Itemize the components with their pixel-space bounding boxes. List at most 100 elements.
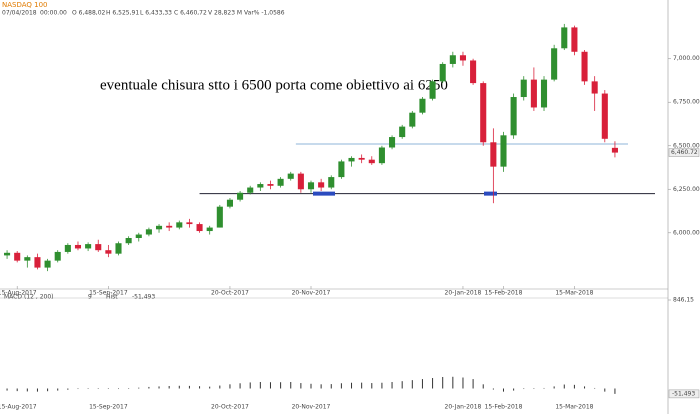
histogram-bar — [371, 383, 373, 389]
candle-body — [520, 79, 527, 98]
candle-body — [328, 177, 335, 188]
candle-body — [135, 234, 142, 239]
histogram-bar — [563, 384, 565, 389]
header-field: H 6,525,91 — [106, 10, 139, 17]
candle-body — [237, 192, 244, 200]
candle-body — [297, 173, 304, 190]
candle-body — [226, 199, 233, 207]
candle-body — [186, 222, 193, 225]
x-tick-label: 20-Nov-2017 — [292, 290, 331, 297]
histogram-bar — [26, 388, 28, 392]
x-tick-label: 20-Oct-2017 — [211, 404, 249, 411]
candle-body — [216, 206, 223, 228]
histogram-bar — [300, 383, 302, 389]
candle-body — [368, 159, 375, 164]
candle-body — [247, 187, 254, 193]
histogram-bar — [381, 382, 383, 389]
candle-body — [54, 251, 61, 261]
histogram-bar — [513, 388, 515, 391]
candle-body — [267, 184, 274, 186]
macd-label: (12 , 200) — [24, 294, 54, 301]
candle-body — [277, 178, 284, 186]
histogram-bar — [107, 388, 109, 389]
histogram-bar — [209, 386, 211, 389]
candle-body — [490, 142, 497, 167]
candle-body — [196, 224, 203, 232]
candle-body — [571, 27, 578, 52]
histogram-bar — [604, 388, 606, 392]
candle-body — [510, 97, 517, 136]
candle-body — [500, 135, 507, 167]
histogram-bar — [533, 388, 535, 389]
candle-body — [166, 225, 173, 228]
candle-body — [378, 147, 385, 164]
x-tick-label: 15-Sep-2017 — [89, 290, 128, 297]
histogram-bar — [67, 388, 69, 390]
candle-body — [470, 60, 477, 84]
last-price-label: 6,460.72 — [671, 149, 698, 156]
histogram-bar — [421, 379, 423, 389]
candle-body — [409, 112, 416, 127]
candle-body — [14, 252, 21, 261]
candle-body — [85, 244, 92, 249]
macd-label: Hist — [106, 294, 118, 301]
histogram-bar — [138, 387, 140, 389]
histogram-bar — [239, 383, 241, 389]
candle-body — [74, 244, 82, 249]
candle-body — [459, 55, 467, 61]
histogram-bar — [391, 382, 393, 389]
x-tick-label: 20-Jan-2018 — [445, 290, 482, 297]
price-box — [668, 389, 700, 399]
histogram-bar — [351, 382, 353, 389]
histogram-bar — [188, 385, 190, 389]
y-tick-label: 846,15 — [673, 297, 694, 304]
candle-body — [561, 27, 568, 49]
histogram-bar — [310, 383, 312, 389]
candle-body — [480, 83, 487, 143]
histogram-bar — [57, 388, 59, 391]
histogram-bar — [249, 382, 251, 389]
y-tick-label: 6,750.00 — [673, 99, 700, 106]
y-tick-label: 6,000.00 — [673, 229, 700, 236]
candle-body — [611, 147, 618, 153]
candle-body — [176, 222, 183, 228]
x-tick-label: 15-Sep-2017 — [89, 404, 128, 411]
candle-body — [155, 225, 163, 230]
x-tick-label: 15-Feb-2018 — [485, 404, 523, 411]
histogram-bar — [47, 388, 49, 392]
histogram-bar — [178, 385, 180, 389]
histogram-bar — [219, 385, 221, 389]
chart-title: NASDAQ 100 — [2, 1, 48, 9]
price-box — [668, 148, 700, 157]
candle-body — [95, 244, 102, 251]
y-tick-label: 7,000.00 — [673, 55, 700, 62]
candle-body — [449, 55, 456, 64]
candle-body — [105, 250, 112, 254]
candle-body — [348, 157, 355, 162]
candle-body — [257, 184, 264, 188]
candle-body — [551, 48, 558, 80]
x-tick-label: 15-Aug-2017 — [0, 290, 37, 297]
x-tick-label: 20-Oct-2017 — [211, 290, 249, 297]
candle-body — [358, 157, 365, 160]
x-tick-label: 15-Mar-2018 — [555, 290, 593, 297]
histogram-bar — [614, 388, 616, 394]
histogram-bar — [199, 386, 201, 389]
histogram-bar — [502, 388, 504, 392]
last-hist-label: -51,493 — [672, 390, 695, 397]
header-field: O 6,488,02 — [72, 10, 106, 17]
candle-body — [145, 229, 152, 235]
macd-label: 9 — [88, 294, 92, 301]
histogram-bar — [492, 388, 494, 390]
candle-body — [581, 51, 588, 82]
support-marker — [313, 191, 335, 196]
histogram-bar — [229, 384, 231, 389]
header-field: Var% -1,0586 — [244, 10, 285, 17]
header-field: C 6,460,72 — [174, 10, 207, 17]
annotation: eventuale chisura stto i 6500 porta come… — [100, 77, 448, 93]
histogram-bar — [290, 382, 292, 389]
histogram-bar — [118, 388, 120, 390]
candle-body — [4, 252, 11, 256]
candle-body — [419, 98, 426, 113]
